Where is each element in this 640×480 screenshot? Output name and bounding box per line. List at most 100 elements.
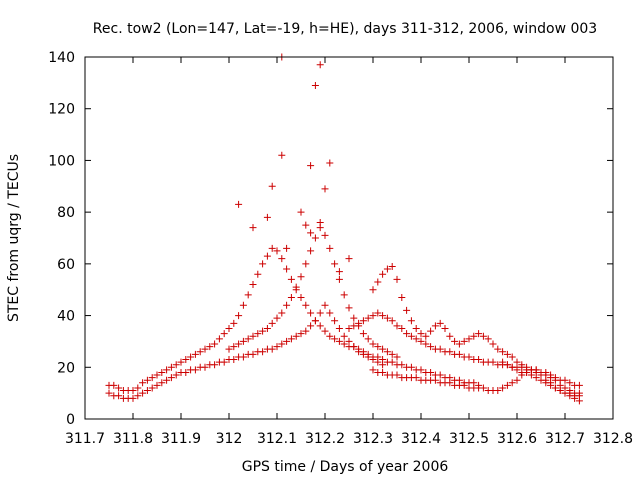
- data-point: [278, 255, 286, 263]
- data-point: [263, 213, 271, 221]
- data-point: [431, 376, 439, 384]
- data-point: [499, 358, 507, 366]
- data-point: [379, 312, 387, 320]
- data-point: [379, 368, 387, 376]
- data-point: [513, 358, 521, 366]
- data-point: [134, 392, 142, 400]
- data-point: [393, 353, 401, 361]
- data-point: [278, 340, 286, 348]
- data-point: [326, 309, 334, 317]
- x-tick-label: 311.8: [113, 431, 153, 447]
- data-point: [268, 319, 276, 327]
- y-tick-label: 140: [48, 50, 75, 66]
- data-point: [143, 387, 151, 395]
- data-point: [412, 374, 420, 382]
- data-point: [167, 363, 175, 371]
- data-point: [412, 325, 420, 332]
- data-point: [254, 270, 262, 278]
- data-point: [239, 353, 247, 361]
- data-point: [273, 314, 281, 322]
- data-point: [331, 260, 339, 268]
- data-point: [571, 394, 579, 402]
- data-point: [115, 392, 123, 400]
- data-point: [206, 343, 214, 351]
- data-point: [513, 376, 521, 384]
- y-axis-ticks: 0 20 40 60 80 100 120 140: [48, 50, 613, 428]
- data-point: [484, 335, 492, 343]
- data-point: [148, 384, 156, 392]
- x-tick-label: 312.7: [545, 431, 585, 447]
- data-point: [249, 350, 257, 358]
- data-point: [311, 234, 319, 242]
- y-tick-label: 60: [57, 257, 75, 273]
- data-point: [191, 366, 199, 374]
- data-point: [551, 384, 559, 392]
- data-point: [230, 343, 238, 351]
- data-point: [374, 358, 382, 366]
- data-point: [297, 208, 305, 216]
- x-tick-label: 312.1: [257, 431, 297, 447]
- data-point: [427, 327, 435, 335]
- data-point: [455, 340, 463, 348]
- data-point: [369, 366, 377, 374]
- data-point: [364, 314, 372, 322]
- data-point: [278, 151, 286, 159]
- data-point: [518, 361, 526, 369]
- data-point: [335, 325, 343, 332]
- data-point: [499, 384, 507, 392]
- data-point: [225, 325, 233, 332]
- data-point: [388, 262, 396, 270]
- x-tick-label: 312.3: [353, 431, 393, 447]
- data-point: [172, 371, 180, 379]
- data-point: [235, 200, 243, 208]
- data-point: [163, 366, 171, 374]
- data-point: [326, 244, 334, 252]
- data-point: [494, 387, 502, 395]
- data-point: [239, 301, 247, 309]
- data-point: [273, 343, 281, 351]
- y-tick-label: 100: [48, 153, 75, 169]
- data-point: [561, 376, 569, 384]
- data-point: [244, 291, 252, 299]
- x-axis-ticks: 311.7 311.8 311.9 312 312.1 312.2 312.3 312.4 31…: [65, 57, 633, 447]
- data-point: [163, 376, 171, 384]
- data-point: [201, 345, 209, 353]
- data-point: [383, 348, 391, 356]
- data-point: [139, 379, 147, 387]
- y-tick-label: 0: [66, 412, 75, 428]
- data-point: [388, 317, 396, 325]
- data-point: [359, 317, 367, 325]
- data-point: [475, 356, 483, 364]
- data-point: [230, 319, 238, 327]
- data-point: [321, 185, 329, 193]
- data-point: [283, 265, 291, 273]
- data-point: [307, 247, 315, 255]
- data-point: [566, 379, 574, 387]
- data-point: [326, 332, 334, 340]
- data-point: [503, 350, 511, 358]
- data-point: [350, 343, 358, 351]
- data-point: [489, 358, 497, 366]
- data-point: [263, 325, 271, 332]
- data-point: [115, 384, 123, 392]
- data-point: [311, 81, 319, 89]
- data-point: [398, 293, 406, 301]
- data-point: [201, 363, 209, 371]
- data-point: [494, 345, 502, 353]
- x-tick-label: 312.4: [401, 431, 441, 447]
- data-point: [345, 304, 353, 312]
- data-point: [350, 322, 358, 330]
- data-point: [393, 275, 401, 283]
- data-point: [129, 387, 137, 395]
- data-point: [374, 309, 382, 317]
- data-point: [302, 301, 310, 309]
- data-point: [283, 301, 291, 309]
- data-point: [316, 322, 324, 330]
- data-point: [345, 325, 353, 332]
- data-point: [551, 376, 559, 384]
- data-point: [268, 182, 276, 190]
- data-point: [307, 162, 315, 170]
- data-point: [566, 392, 574, 400]
- data-point: [350, 314, 358, 322]
